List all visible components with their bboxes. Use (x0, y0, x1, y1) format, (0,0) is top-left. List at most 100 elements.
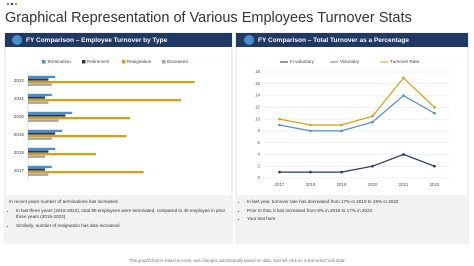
note-bullet: In last three years (2018-2022), total 9… (16, 208, 227, 220)
line (279, 77, 435, 126)
line (279, 94, 435, 132)
bar (28, 147, 56, 151)
note-bullet: Similarly, number of resignation has als… (16, 223, 227, 229)
bar (28, 119, 59, 122)
point (371, 120, 374, 124)
x-tick-label: 2020 (368, 182, 378, 187)
legend-label: Voluntary (340, 59, 360, 64)
point (433, 111, 436, 115)
point (371, 114, 374, 118)
y-tick-label: 14 (255, 93, 260, 98)
note-block: In recent years number of terminations h… (9, 199, 227, 232)
legend-label: Resignation (127, 59, 152, 64)
bar (28, 173, 49, 176)
note-bullet: Your text here (247, 216, 462, 222)
point (402, 94, 405, 97)
point (433, 106, 436, 109)
legend-marker (162, 60, 166, 64)
chart-title: FY Comparison – Employee Turnover by Typ… (26, 37, 168, 44)
bar (28, 153, 96, 156)
legend-label: Retirement (87, 59, 110, 64)
icon (12, 35, 22, 45)
bar (28, 114, 66, 117)
decor-dot (14, 2, 18, 6)
bar (28, 117, 130, 120)
bar (28, 81, 195, 84)
point (402, 76, 405, 80)
y-tick-label: 4 (258, 152, 261, 157)
decor-dot (10, 2, 14, 6)
bar (28, 137, 52, 140)
point (309, 129, 312, 133)
page-title: Graphical Representation of Various Empl… (5, 10, 412, 26)
point (309, 170, 312, 174)
legend-marker (82, 60, 86, 64)
point (371, 164, 374, 168)
point (433, 164, 436, 168)
bar (28, 101, 49, 104)
x-tick-label: 2017 (275, 182, 285, 187)
bar (28, 78, 49, 81)
legend-label: Turnover Rate (390, 59, 420, 64)
bar (28, 171, 144, 174)
decor-dot (6, 2, 10, 6)
bar (28, 83, 52, 86)
point (402, 153, 405, 156)
legend-marker (122, 60, 126, 64)
point (278, 123, 281, 127)
panel-header (236, 33, 468, 47)
bar (28, 155, 45, 158)
legend-label: Deceased (167, 59, 188, 64)
bar (28, 129, 62, 133)
legend-label: Termination (47, 59, 71, 64)
y-tick-label: 2019 (14, 132, 25, 137)
bar (28, 75, 56, 79)
footer: This graph/chart is linked to excel, and… (129, 258, 345, 263)
line (279, 153, 435, 173)
x-tick-label: 2022 (430, 182, 440, 187)
note-bullet: Prior to that, it has increased from 9% … (247, 208, 462, 214)
y-tick-label: 0 (258, 175, 261, 180)
point (340, 170, 343, 174)
y-tick-label: 16 (255, 81, 260, 86)
y-tick-label: 2 (258, 163, 261, 168)
y-tick-label: 18 (255, 69, 260, 74)
bar (28, 93, 52, 97)
bar (28, 168, 45, 171)
bar (28, 150, 49, 153)
note-area (5, 195, 232, 243)
bar (28, 99, 181, 102)
note-list: In last year, turnover rate has decrease… (240, 199, 462, 223)
x-tick-label: 2019 (337, 182, 347, 187)
y-tick-label: 2022 (14, 78, 25, 83)
point (340, 129, 343, 133)
note-list: In last three years (2018-2022), total 9… (9, 208, 227, 229)
note-bullet: In last year, turnover rate has decrease… (247, 199, 462, 205)
legend-label: In-voluntary (290, 59, 315, 64)
x-tick-label: 2021 (399, 182, 409, 187)
legend-marker (42, 60, 46, 64)
y-tick-label: 2017 (14, 168, 25, 173)
y-tick-label: 10 (255, 116, 260, 121)
note-area (236, 195, 468, 243)
icon (244, 35, 254, 45)
point (340, 123, 343, 127)
point (278, 170, 281, 174)
panel-header (5, 33, 232, 47)
bar (28, 135, 127, 138)
note-block: In last year, turnover rate has decrease… (240, 199, 462, 225)
bar (28, 96, 45, 99)
chart-title: FY Comparison – Total Turnover as a Perc… (258, 37, 409, 44)
bar (28, 165, 52, 169)
bar (28, 132, 56, 135)
y-tick-label: 6 (258, 140, 261, 145)
y-tick-label: 2018 (14, 150, 25, 155)
y-tick-label: 8 (258, 128, 261, 133)
point (309, 123, 312, 127)
y-tick-label: 2021 (14, 96, 25, 101)
x-tick-label: 2018 (306, 182, 316, 187)
bar (28, 111, 73, 115)
y-tick-label: 2020 (14, 114, 25, 119)
